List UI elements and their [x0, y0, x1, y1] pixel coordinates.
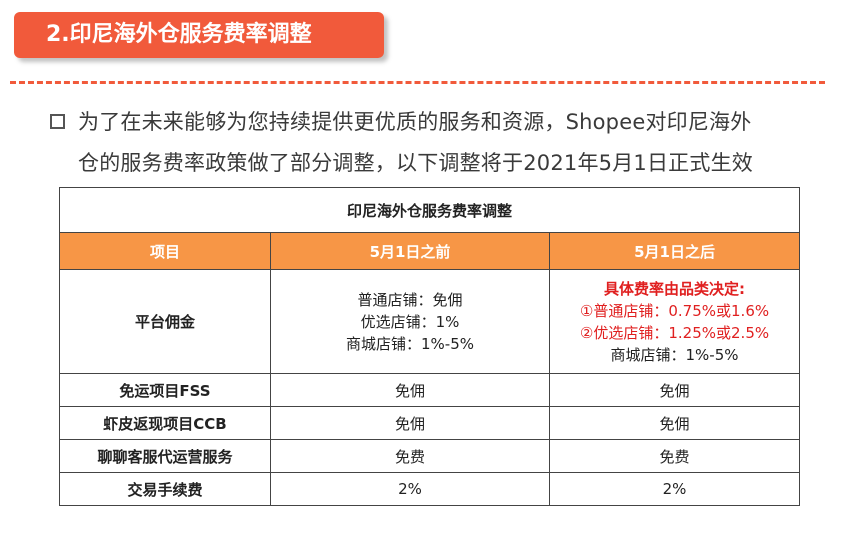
- header-before: 5月1日之前: [270, 232, 550, 270]
- header-after: 5月1日之后: [548, 232, 801, 270]
- fee-table: 印尼海外仓服务费率调整 项目 5月1日之前 5月1日之后 平台佣金 普通店铺：免…: [58, 187, 801, 506]
- square-bullet-icon: [50, 114, 65, 129]
- header-item: 项目: [59, 232, 271, 270]
- before-line: 优选店铺：1%: [360, 312, 460, 331]
- row-after: 2%: [548, 472, 801, 506]
- row-after: 免佣: [548, 373, 801, 407]
- intro-text-line-2: 仓的服务费率政策做了部分调整，以下调整将于2021年5月1日正式生效: [78, 151, 753, 175]
- row-label: 聊聊客服代运营服务: [59, 439, 271, 473]
- after-line: ②优选店铺：1.25%或2.5%: [579, 323, 770, 342]
- row-label: 免运项目FSS: [59, 373, 271, 407]
- row-label: 平台佣金: [59, 269, 271, 374]
- intro-text-line-1: 为了在未来能够为您持续提供更优质的服务和资源，Shopee对印尼海外: [78, 110, 752, 134]
- row-before: 免佣: [270, 406, 550, 440]
- platform-before-cell: 普通店铺：免佣 优选店铺：1% 商城店铺：1%-5%: [270, 269, 550, 374]
- row-after: 免佣: [548, 406, 801, 440]
- table-row: 平台佣金 普通店铺：免佣 优选店铺：1% 商城店铺：1%-5% 具体费率由品类决…: [59, 269, 801, 374]
- row-after: 免费: [548, 439, 801, 473]
- after-line: ①普通店铺：0.75%或1.6%: [579, 301, 770, 320]
- table-header-row: 项目 5月1日之前 5月1日之后: [59, 232, 801, 270]
- row-before: 免佣: [270, 373, 550, 407]
- table-caption: 印尼海外仓服务费率调整: [58, 187, 801, 233]
- before-line: 商城店铺：1%-5%: [345, 334, 474, 353]
- platform-after-cell: 具体费率由品类决定: ①普通店铺：0.75%或1.6% ②优选店铺：1.25%或…: [548, 269, 801, 374]
- table-row: 虾皮返现项目CCB 免佣 免佣: [59, 406, 801, 440]
- after-line: 商城店铺：1%-5%: [610, 345, 739, 364]
- dashed-divider: [10, 81, 825, 84]
- table-caption-row: 印尼海外仓服务费率调整: [58, 187, 801, 233]
- section-title: 2.印尼海外仓服务费率调整: [14, 12, 384, 58]
- row-label: 交易手续费: [59, 472, 271, 506]
- before-line: 普通店铺：免佣: [357, 290, 463, 309]
- row-label: 虾皮返现项目CCB: [59, 406, 271, 440]
- row-before: 免费: [270, 439, 550, 473]
- row-before: 2%: [270, 472, 550, 506]
- table-row: 聊聊客服代运营服务 免费 免费: [59, 439, 801, 473]
- after-heading: 具体费率由品类决定:: [604, 279, 746, 298]
- table-row: 交易手续费 2% 2%: [59, 472, 801, 506]
- table-row: 免运项目FSS 免佣 免佣: [59, 373, 801, 407]
